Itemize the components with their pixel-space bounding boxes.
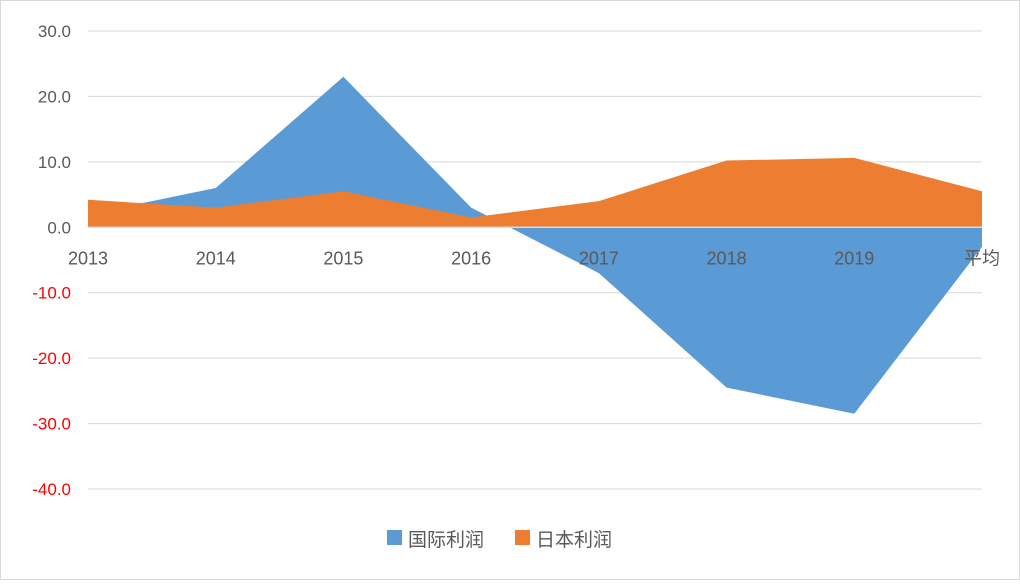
y-tick-label: -30.0 bbox=[32, 415, 71, 434]
legend: 国际利润 日本利润 bbox=[387, 529, 612, 551]
y-tick-label: 20.0 bbox=[38, 87, 71, 106]
gridlines bbox=[88, 30, 982, 490]
x-category-label: 2016 bbox=[451, 248, 491, 268]
y-tick-label: -10.0 bbox=[32, 284, 71, 303]
x-category-label: 2015 bbox=[323, 248, 363, 268]
series-area-1 bbox=[88, 76, 982, 414]
x-category-label: 2014 bbox=[196, 248, 236, 268]
y-tick-label: -40.0 bbox=[32, 480, 71, 499]
legend-swatch-2 bbox=[515, 530, 530, 545]
legend-label-2: 日本利润 bbox=[536, 529, 612, 551]
y-axis-tick-labels: 30.0 20.0 10.0 0.0 -10.0 -20.0 -30.0 -40.0 bbox=[32, 22, 71, 499]
x-axis-tick-labels: 2013 2014 2015 2016 2017 2018 2019 平均 bbox=[68, 248, 1000, 268]
x-category-label: 2013 bbox=[68, 248, 108, 268]
y-tick-label: -20.0 bbox=[32, 349, 71, 368]
legend-label-1: 国际利润 bbox=[408, 529, 484, 551]
legend-swatch-1 bbox=[387, 530, 402, 545]
series-areas bbox=[88, 76, 982, 414]
x-category-label: 2017 bbox=[579, 248, 619, 268]
y-tick-label: 10.0 bbox=[38, 153, 71, 172]
y-tick-label: 0.0 bbox=[47, 218, 71, 237]
y-tick-label: 30.0 bbox=[38, 22, 71, 41]
x-category-label: 2019 bbox=[834, 248, 874, 268]
x-category-label: 平均 bbox=[964, 248, 1000, 268]
x-category-label: 2018 bbox=[707, 248, 747, 268]
series-area-2 bbox=[88, 157, 982, 228]
